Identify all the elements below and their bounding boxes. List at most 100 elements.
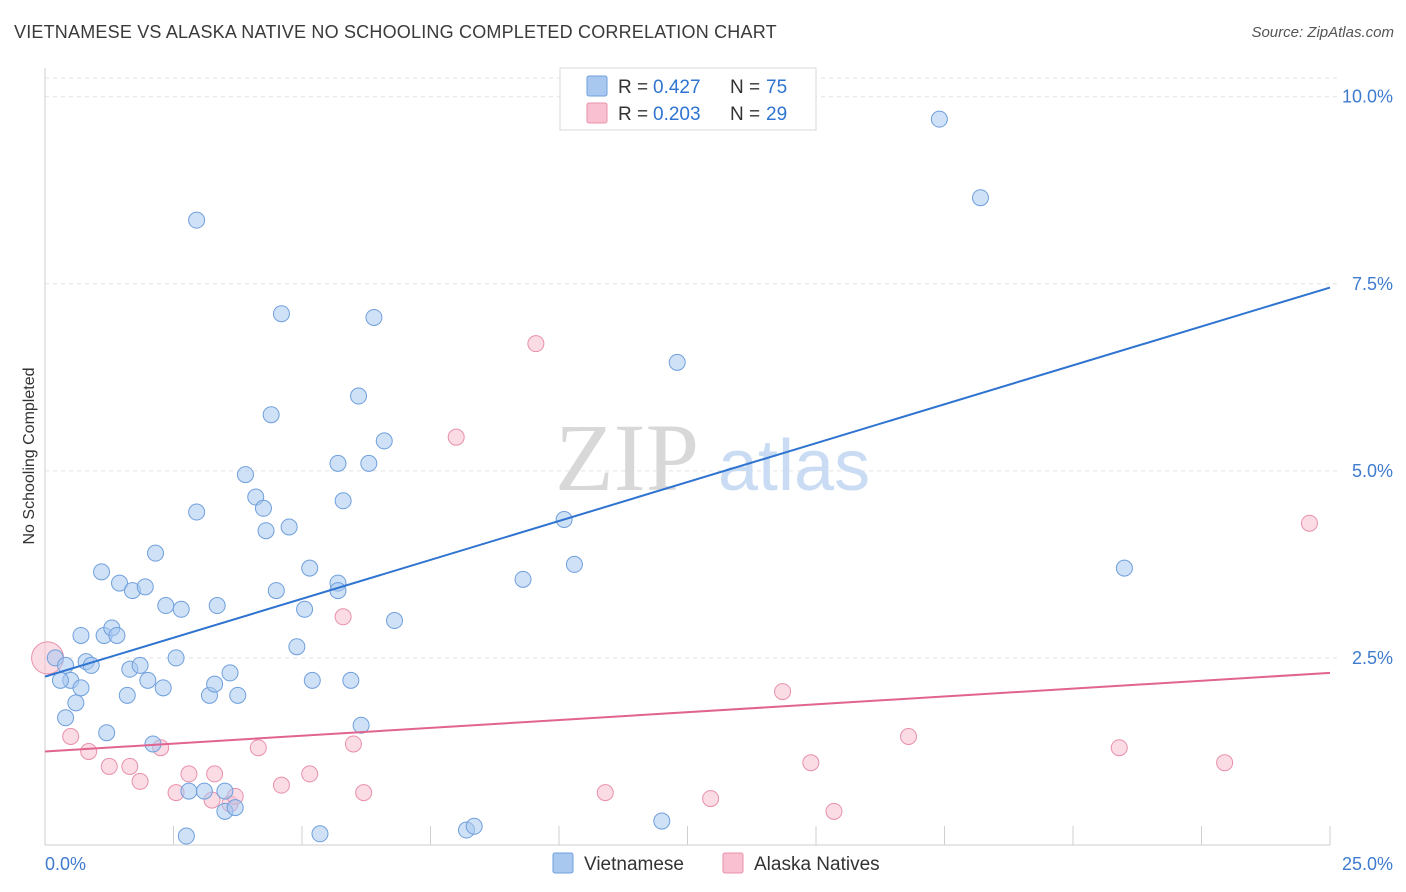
vietnamese-point — [195, 782, 213, 800]
vietnamese-point — [565, 555, 583, 573]
vietnamese-point — [216, 782, 234, 800]
alaska-natives-point — [702, 790, 720, 808]
vietnamese-point — [51, 671, 69, 689]
vietnamese-point — [82, 656, 100, 674]
x-tick-label: 0.0% — [45, 854, 86, 874]
legend-swatch-alaska-icon — [722, 852, 744, 874]
alaska-natives-point — [344, 735, 362, 753]
series-legend: Vietnamese Alaska Natives — [552, 852, 880, 875]
vietnamese-point — [57, 709, 75, 727]
vietnamese-point — [386, 612, 404, 630]
vietnamese-point — [272, 305, 290, 323]
vietnamese-point — [229, 686, 247, 704]
stats-r-label: R = — [618, 77, 648, 98]
vietnamese-point — [72, 626, 90, 644]
vietnamese-point — [172, 600, 190, 618]
alaska-natives-point — [447, 428, 465, 446]
alaska-natives-point — [527, 335, 545, 353]
alaska-natives-point — [180, 765, 198, 783]
vietnamese-point — [67, 694, 85, 712]
alaska-natives-point — [249, 739, 267, 757]
vietnamese-point — [188, 503, 206, 521]
stats-swatch-vietnamese-icon — [586, 75, 608, 97]
vietnamese-point — [971, 189, 989, 207]
stats-n-value: 75 — [766, 77, 787, 98]
vietnamese-point — [147, 544, 165, 562]
vietnamese-point — [280, 518, 298, 536]
y-axis-label: No Schooling Completed — [21, 368, 38, 545]
vietnamese-point — [139, 671, 157, 689]
vietnamese-point — [206, 675, 224, 693]
alaska-natives-point — [802, 754, 820, 772]
alaska-natives-point — [1110, 739, 1128, 757]
vietnamese-point — [668, 353, 686, 371]
x-tick-label: 25.0% — [1342, 854, 1393, 874]
alaska-natives-trend-line — [44, 671, 1331, 753]
chart-title: VIETNAMESE VS ALASKA NATIVE NO SCHOOLING… — [14, 22, 777, 42]
stats-n-label: N = — [730, 77, 760, 98]
grid-lines — [45, 77, 1340, 659]
alaska-natives-point — [1216, 754, 1234, 772]
stats-swatch-alaska-icon — [586, 102, 608, 124]
vietnamese-point — [72, 679, 90, 697]
vietnamese-point — [221, 664, 239, 682]
y-tick-label: 7.5% — [1352, 274, 1393, 294]
source-credit: Source: ZipAtlas.com — [1251, 24, 1394, 41]
alaska-natives-point — [900, 727, 918, 745]
vietnamese-points — [46, 110, 1133, 845]
vietnamese-point — [311, 825, 329, 843]
vietnamese-point — [154, 679, 172, 697]
vietnamese-point — [118, 686, 136, 704]
vietnamese-point — [188, 211, 206, 229]
vietnamese-point — [93, 563, 111, 581]
alaska-natives-point — [334, 608, 352, 626]
y-tick-label: 2.5% — [1352, 648, 1393, 668]
vietnamese-point — [262, 406, 280, 424]
vietnamese-point — [360, 454, 378, 472]
stats-r-label: R = — [618, 104, 648, 125]
alaska-natives-point — [1300, 514, 1318, 532]
vietnamese-point — [167, 649, 185, 667]
vietnamese-point — [375, 432, 393, 450]
vietnamese-trend-line — [44, 286, 1331, 678]
vietnamese-point — [514, 570, 532, 588]
vietnamese-point — [177, 827, 195, 845]
watermark-zip: ZIP — [555, 404, 699, 511]
trend-lines — [44, 286, 1331, 753]
vietnamese-point — [334, 492, 352, 510]
alaska-natives-point — [100, 757, 118, 775]
vietnamese-point — [208, 597, 226, 615]
vietnamese-point — [465, 817, 483, 835]
legend-label-vietnamese: Vietnamese — [584, 854, 684, 875]
vietnamese-point — [352, 716, 370, 734]
vietnamese-point — [236, 466, 254, 484]
vietnamese-point — [157, 597, 175, 615]
vietnamese-point — [303, 671, 321, 689]
stats-legend: R = 0.427 N = 75 R = 0.203 N = 29 — [559, 67, 817, 131]
watermark: ZIP atlas — [555, 404, 870, 511]
alaska-natives-point — [355, 784, 373, 802]
vietnamese-point — [111, 574, 129, 592]
vietnamese-point — [136, 578, 154, 596]
vietnamese-point — [108, 626, 126, 644]
alaska-natives-point — [62, 727, 80, 745]
legend-swatch-vietnamese-icon — [552, 852, 574, 874]
stats-r-value: 0.203 — [653, 104, 701, 125]
y-tick-label: 5.0% — [1352, 461, 1393, 481]
vietnamese-point — [98, 724, 116, 742]
alaska-natives-point — [774, 683, 792, 701]
stats-n-value: 29 — [766, 104, 787, 125]
alaska-natives-point — [206, 765, 224, 783]
vietnamese-point — [257, 522, 275, 540]
vietnamese-point — [301, 559, 319, 577]
stats-n-label: N = — [730, 104, 760, 125]
y-tick-label: 10.0% — [1342, 87, 1393, 107]
vietnamese-point — [254, 499, 272, 517]
vietnamese-point — [329, 454, 347, 472]
vietnamese-point — [288, 638, 306, 656]
tick-labels: 2.5% 5.0% 7.5% 10.0% 0.0% 25.0% — [45, 87, 1393, 874]
alaska-natives-point — [272, 776, 290, 794]
vietnamese-point — [226, 799, 244, 817]
vietnamese-point — [350, 387, 368, 405]
